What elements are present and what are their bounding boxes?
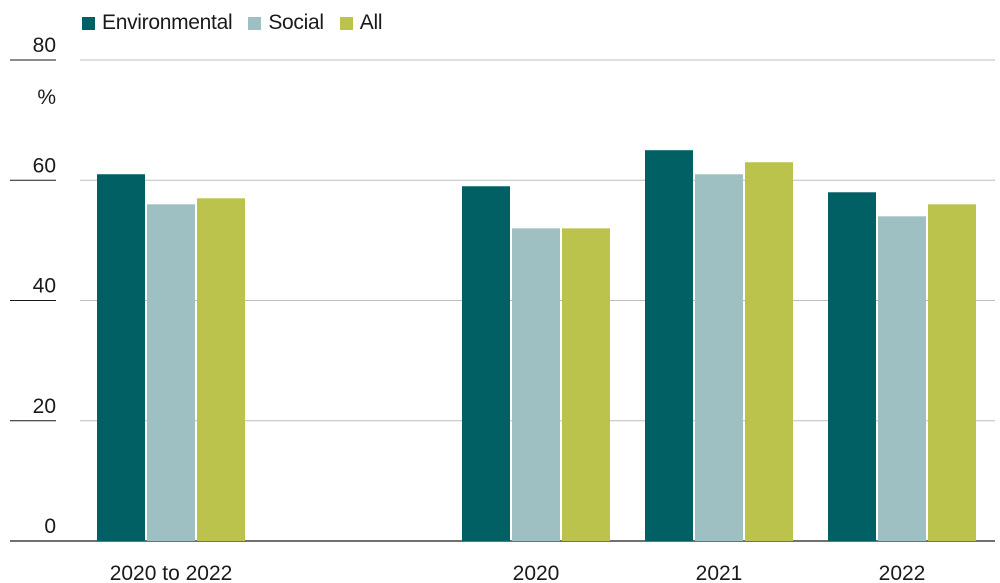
x-category-label: 2021 [696,562,743,583]
bar-environmental-1 [462,186,510,541]
bar-environmental-2 [645,150,693,541]
y-tick-label: 20 [33,395,56,418]
y-tick-label: 80 [33,34,56,57]
legend-swatch-environmental [82,16,95,30]
y-tick-label: 0 [44,515,56,538]
bar-all-0 [197,198,245,541]
x-category-label: 2020 [513,562,560,583]
legend-swatch-social [248,16,262,30]
bar-all-1 [562,228,610,541]
legend-item-social: Social [248,11,324,35]
legend-label-social: Social [268,11,324,34]
bar-social-3 [878,216,926,541]
bar-environmental-3 [828,192,876,541]
bar-all-2 [745,162,793,541]
legend: Environmental Social All [82,10,398,36]
legend-swatch-all [339,16,353,30]
bar-all-3 [928,204,976,542]
x-category-label: 2020 to 2022 [110,562,233,583]
y-tick-label: 40 [33,275,56,298]
y-tick-label: 60 [33,154,56,177]
legend-label-all: All [359,11,383,34]
bar-social-2 [695,174,743,542]
bar-environmental-0 [97,174,145,542]
legend-item-environmental: Environmental [82,11,233,35]
legend-item-all: All [339,11,383,35]
y-unit-label: % [37,86,56,109]
x-category-label: 2022 [879,562,926,583]
bar-social-1 [512,228,560,541]
bar-social-0 [147,204,195,542]
legend-label-environmental: Environmental [102,11,233,34]
